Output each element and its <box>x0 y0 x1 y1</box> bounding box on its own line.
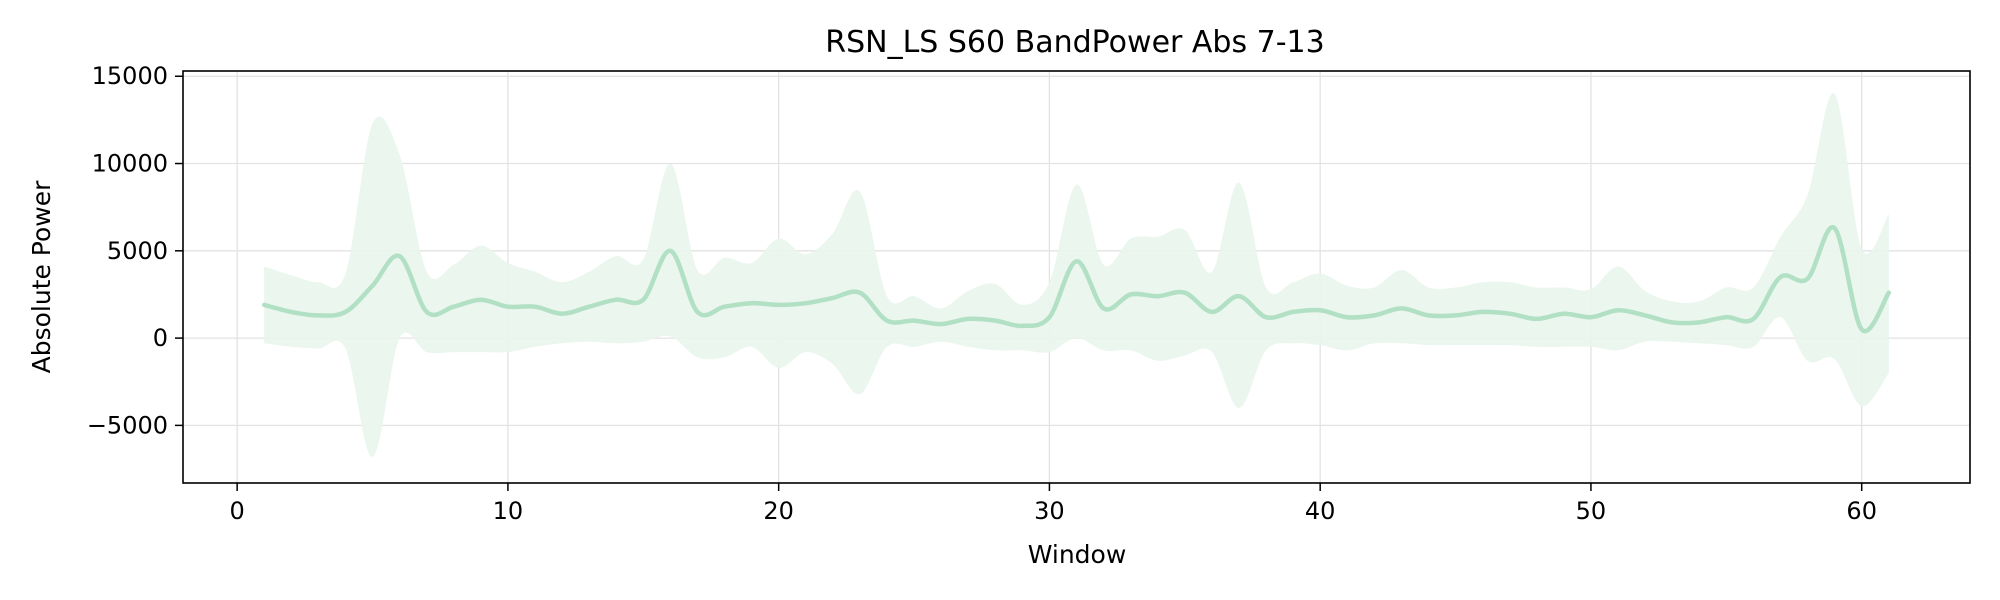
series-layer <box>261 93 1892 457</box>
data-point <box>940 323 942 325</box>
x-tick-label: 0 <box>230 497 245 525</box>
data-point <box>1698 321 1701 324</box>
std-band-area <box>264 93 1889 457</box>
data-point <box>1725 316 1728 318</box>
data-point <box>1021 325 1024 327</box>
data-point <box>832 297 834 299</box>
data-point <box>290 311 293 313</box>
x-tick-label: 10 <box>493 497 524 525</box>
data-point <box>1833 227 1836 229</box>
x-axis-label: Window <box>1028 540 1127 569</box>
data-point <box>1129 293 1132 296</box>
data-point <box>561 312 563 315</box>
data-point <box>642 298 645 301</box>
data-point <box>804 302 807 304</box>
chart-title: RSN_LS S60 BandPower Abs 7-13 <box>825 25 1324 60</box>
data-point <box>777 304 780 306</box>
data-point <box>750 302 753 304</box>
data-point <box>317 314 320 317</box>
data-point <box>344 311 347 313</box>
x-tick-label: 40 <box>1305 497 1336 525</box>
data-point <box>1156 295 1159 298</box>
data-point <box>1292 311 1294 313</box>
data-point <box>1184 291 1186 294</box>
x-tick-label: 50 <box>1576 497 1607 525</box>
y-tick-label: 0 <box>153 324 168 352</box>
data-point <box>1211 311 1213 313</box>
data-point <box>480 298 482 301</box>
data-point <box>1319 309 1321 311</box>
x-tick-label: 20 <box>763 497 794 525</box>
data-point <box>507 305 509 308</box>
plot-area-frame <box>182 70 1971 484</box>
data-point <box>967 318 969 320</box>
y-axis-ticks: −5000 0 5000 10000 15000 <box>87 62 183 439</box>
data-point <box>1265 316 1267 318</box>
data-point <box>886 319 888 322</box>
data-point <box>1427 314 1430 317</box>
data-point <box>1590 316 1592 318</box>
data-point <box>1644 314 1646 317</box>
data-point <box>1535 318 1538 320</box>
y-axis-label: Absolute Power <box>27 180 56 374</box>
data-point <box>1346 316 1349 318</box>
data-point <box>615 298 618 301</box>
data-point <box>398 255 401 257</box>
data-point <box>1752 318 1755 320</box>
data-point <box>1806 277 1809 280</box>
y-tick-label: 10000 <box>92 150 168 178</box>
data-point <box>1860 328 1863 331</box>
x-tick-label: 60 <box>1846 497 1877 525</box>
data-point <box>371 284 374 287</box>
data-point <box>1779 276 1782 278</box>
data-point <box>1563 312 1565 315</box>
y-tick-label: −5000 <box>87 411 168 439</box>
data-point <box>1102 307 1105 310</box>
data-point <box>1454 314 1457 317</box>
data-point <box>994 319 997 322</box>
data-point <box>1481 311 1484 313</box>
data-point <box>1617 309 1619 311</box>
data-point <box>696 311 699 313</box>
data-point <box>859 291 861 294</box>
data-point <box>452 305 455 308</box>
data-point <box>913 319 915 322</box>
data-point <box>1048 316 1051 318</box>
y-tick-label: 5000 <box>107 237 168 265</box>
data-point <box>1671 321 1673 324</box>
y-tick-label: 15000 <box>92 62 168 90</box>
data-point <box>1887 291 1890 294</box>
data-point <box>1238 295 1240 298</box>
x-tick-label: 30 <box>1034 497 1065 525</box>
data-point <box>1373 314 1376 317</box>
data-point <box>425 311 428 313</box>
data-point <box>588 305 590 308</box>
data-point <box>263 304 266 306</box>
data-point <box>1508 312 1511 315</box>
data-point <box>1075 260 1078 263</box>
data-point <box>1400 307 1403 310</box>
data-point <box>534 305 536 308</box>
x-axis-ticks: 0 10 20 30 40 50 60 <box>230 483 1877 525</box>
data-point <box>669 250 672 252</box>
data-point <box>723 305 726 308</box>
